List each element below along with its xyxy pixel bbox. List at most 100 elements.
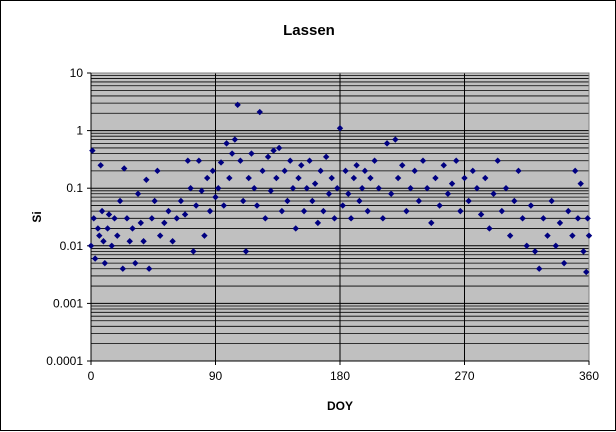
data-point	[116, 197, 124, 205]
data-point	[94, 225, 102, 232]
data-point	[457, 207, 464, 215]
y-tick-label: 0.0001	[46, 354, 83, 368]
data-point	[273, 174, 280, 182]
x-tick-label: 90	[209, 369, 223, 383]
data-point	[506, 232, 514, 239]
data-point	[101, 259, 109, 267]
data-point	[465, 197, 472, 205]
data-point	[217, 159, 225, 166]
data-point	[284, 197, 291, 205]
data-point	[245, 174, 252, 182]
data-point	[89, 147, 96, 154]
data-point	[560, 259, 568, 267]
data-point	[311, 180, 319, 187]
data-point	[300, 207, 308, 215]
y-tick-label: 0.1	[66, 181, 83, 195]
data-point	[350, 174, 358, 182]
data-point	[314, 219, 322, 227]
data-point	[209, 167, 216, 175]
data-point	[91, 255, 99, 262]
x-tick-label: 360	[579, 369, 599, 383]
data-point	[367, 174, 374, 182]
data-point	[108, 242, 115, 249]
data-point	[548, 197, 555, 205]
data-point	[544, 232, 551, 239]
data-point	[231, 136, 239, 143]
data-point	[303, 185, 310, 192]
data-point	[292, 225, 299, 232]
data-point	[361, 167, 369, 175]
data-point	[226, 174, 233, 182]
data-point	[407, 185, 414, 192]
data-point	[342, 167, 349, 175]
y-tick-label: 1	[76, 124, 83, 138]
data-point	[253, 202, 261, 209]
data-point	[187, 185, 194, 192]
data-point	[325, 190, 333, 197]
data-point	[287, 157, 294, 164]
data-point	[242, 248, 250, 255]
data-point	[577, 180, 584, 187]
data-point	[239, 197, 247, 205]
data-point	[123, 215, 131, 222]
data-point	[432, 174, 439, 182]
data-point	[134, 190, 142, 197]
data-point	[345, 190, 352, 197]
data-point	[428, 219, 435, 227]
data-point	[137, 219, 144, 227]
data-point	[502, 185, 510, 192]
data-point	[132, 259, 139, 267]
data-point	[114, 232, 121, 239]
data-point	[371, 157, 378, 164]
data-point	[448, 180, 456, 187]
data-point	[336, 125, 344, 132]
data-point	[148, 215, 156, 222]
data-point	[256, 108, 263, 116]
data-point	[96, 232, 103, 239]
data-point	[536, 265, 543, 272]
data-point	[309, 197, 316, 205]
data-point	[90, 215, 97, 222]
data-point	[583, 268, 590, 276]
data-point	[206, 207, 214, 215]
data-point	[192, 202, 200, 209]
data-point	[278, 207, 286, 215]
data-point	[228, 150, 236, 157]
data-point	[317, 167, 324, 175]
data-point	[552, 242, 559, 249]
data-point	[403, 207, 410, 215]
data-point	[201, 232, 208, 239]
data-point	[270, 147, 277, 154]
data-point	[262, 215, 269, 222]
data-point	[399, 162, 406, 169]
data-point	[156, 232, 164, 239]
y-axis-title: Si	[30, 211, 44, 222]
x-tick-label: 270	[454, 369, 474, 383]
data-point	[411, 167, 418, 175]
data-point	[531, 248, 539, 255]
data-point	[527, 202, 535, 209]
data-point	[184, 157, 192, 164]
data-point	[584, 215, 591, 222]
data-point	[379, 215, 387, 222]
data-point	[331, 215, 338, 222]
data-point	[111, 215, 118, 222]
chart-title: Lassen	[283, 22, 335, 39]
data-point	[195, 157, 203, 164]
data-point	[477, 211, 485, 218]
data-point	[237, 157, 244, 164]
data-point	[204, 174, 211, 182]
data-point	[461, 174, 468, 182]
data-point	[267, 187, 275, 195]
data-point	[540, 215, 547, 222]
data-point	[145, 265, 153, 272]
data-point	[440, 162, 447, 169]
data-point	[87, 242, 95, 249]
data-point	[143, 176, 150, 183]
data-point	[154, 167, 161, 175]
data-point	[387, 190, 395, 197]
x-tick-label: 180	[330, 369, 350, 383]
data-point	[511, 197, 518, 205]
